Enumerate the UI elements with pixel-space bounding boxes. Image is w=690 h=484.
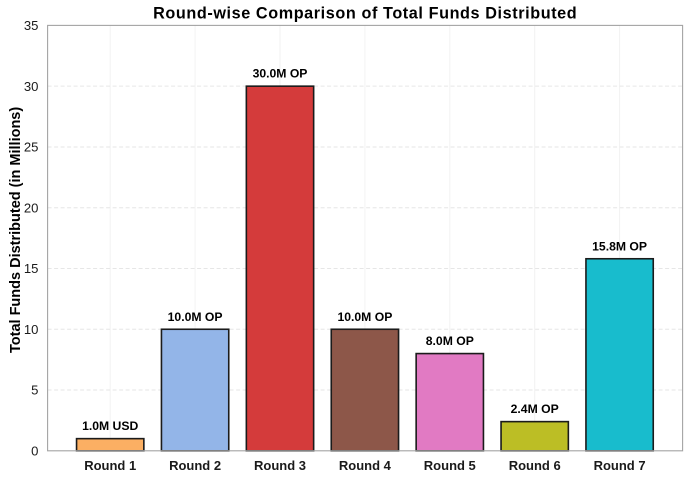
svg-text:Round 6: Round 6 — [509, 458, 561, 473]
svg-text:2.4M OP: 2.4M OP — [511, 402, 559, 416]
svg-text:30.0M OP: 30.0M OP — [253, 67, 308, 81]
svg-text:35: 35 — [24, 18, 39, 33]
svg-text:30: 30 — [24, 79, 39, 94]
svg-text:10: 10 — [24, 322, 39, 337]
svg-text:10.0M OP: 10.0M OP — [337, 310, 392, 324]
svg-text:Total Funds Distributed (in Mi: Total Funds Distributed (in Millions) — [8, 107, 24, 353]
svg-text:15.8M OP: 15.8M OP — [592, 239, 647, 253]
svg-text:Round 3: Round 3 — [254, 458, 306, 473]
svg-text:Round 2: Round 2 — [169, 458, 221, 473]
svg-text:8.0M OP: 8.0M OP — [426, 334, 474, 348]
svg-text:Round 5: Round 5 — [424, 458, 476, 473]
svg-text:15: 15 — [24, 261, 39, 276]
svg-text:10.0M OP: 10.0M OP — [168, 310, 223, 324]
svg-text:20: 20 — [24, 200, 39, 215]
svg-text:Round 4: Round 4 — [339, 458, 392, 473]
svg-text:Round-wise Comparison of Total: Round-wise Comparison of Total Funds Dis… — [153, 4, 577, 22]
svg-text:0: 0 — [31, 444, 38, 459]
svg-text:25: 25 — [24, 140, 39, 155]
svg-text:Round 1: Round 1 — [84, 458, 136, 473]
svg-text:Round 7: Round 7 — [594, 458, 646, 473]
svg-text:1.0M USD: 1.0M USD — [82, 419, 138, 433]
svg-text:5: 5 — [31, 383, 38, 398]
